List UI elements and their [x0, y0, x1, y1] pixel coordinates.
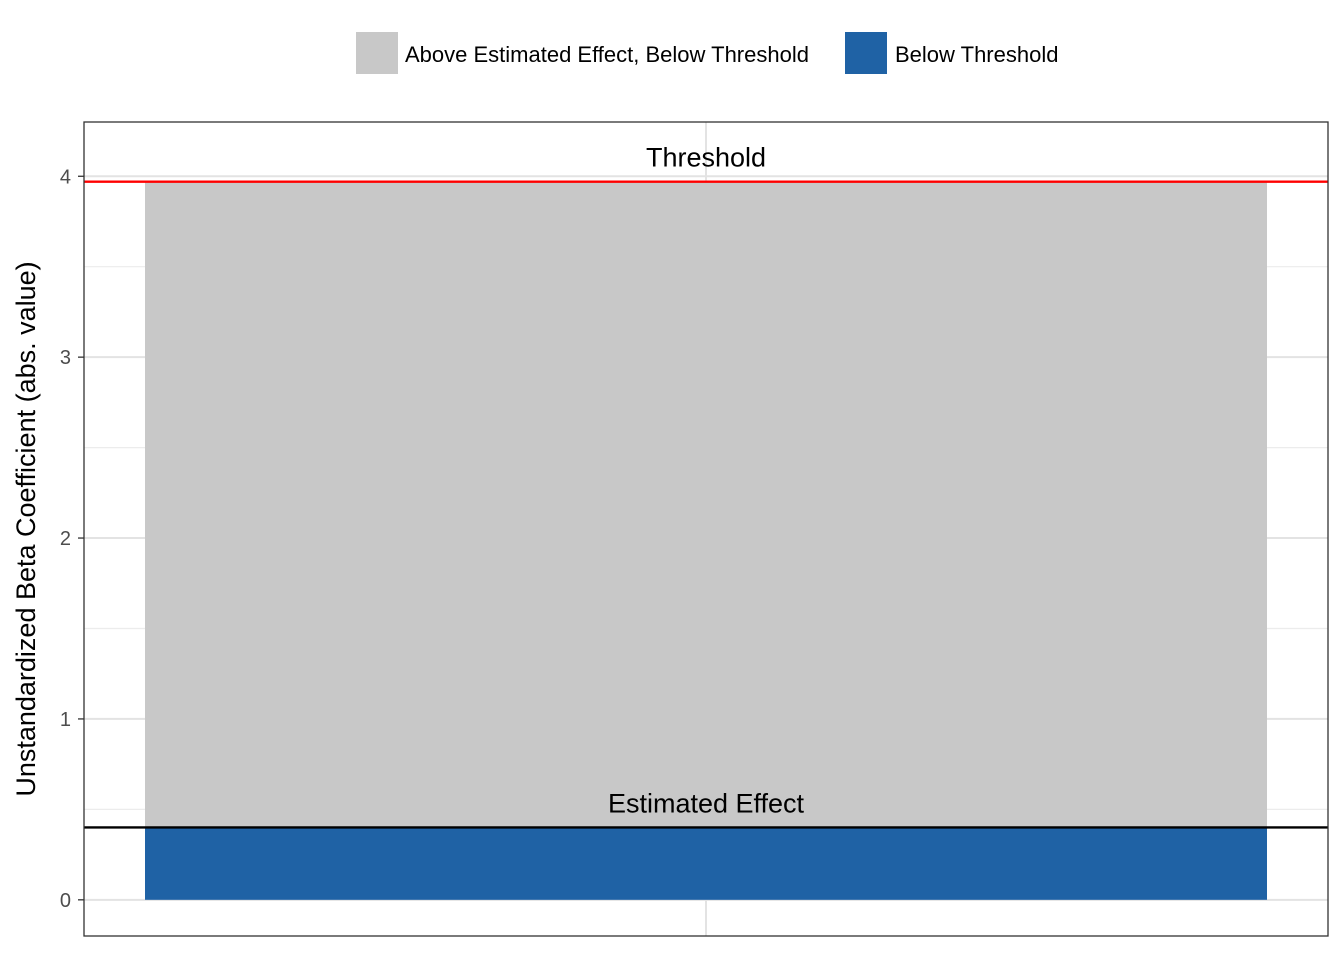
- y-tick-label: 3: [60, 347, 71, 369]
- y-tick-label: 1: [60, 709, 71, 731]
- y-tick-label: 0: [60, 890, 71, 912]
- bar-above-estimated-effect: [145, 181, 1267, 828]
- legend: Above Estimated Effect, Below Threshold …: [356, 32, 1058, 74]
- legend-key-above-estimated: [356, 32, 398, 74]
- legend-key-below-threshold: [845, 32, 887, 74]
- y-tick-label: 2: [60, 528, 71, 550]
- threshold-label: Threshold: [646, 143, 766, 173]
- y-tick-label: 4: [60, 166, 71, 188]
- plot-panel-border: [83, 121, 1329, 937]
- y-axis-ticks: 0 1 2 3 4: [60, 166, 84, 912]
- estimated-effect-label: Estimated Effect: [608, 788, 805, 818]
- bar-below-threshold: [145, 827, 1267, 900]
- legend-label-below-threshold: Below Threshold: [895, 42, 1058, 67]
- y-axis-title: Unstandardized Beta Coefficient (abs. va…: [11, 261, 41, 796]
- legend-label-above-estimated: Above Estimated Effect, Below Threshold: [405, 42, 809, 67]
- reference-lines: Threshold Estimated Effect: [84, 143, 1328, 829]
- bars: [145, 181, 1267, 900]
